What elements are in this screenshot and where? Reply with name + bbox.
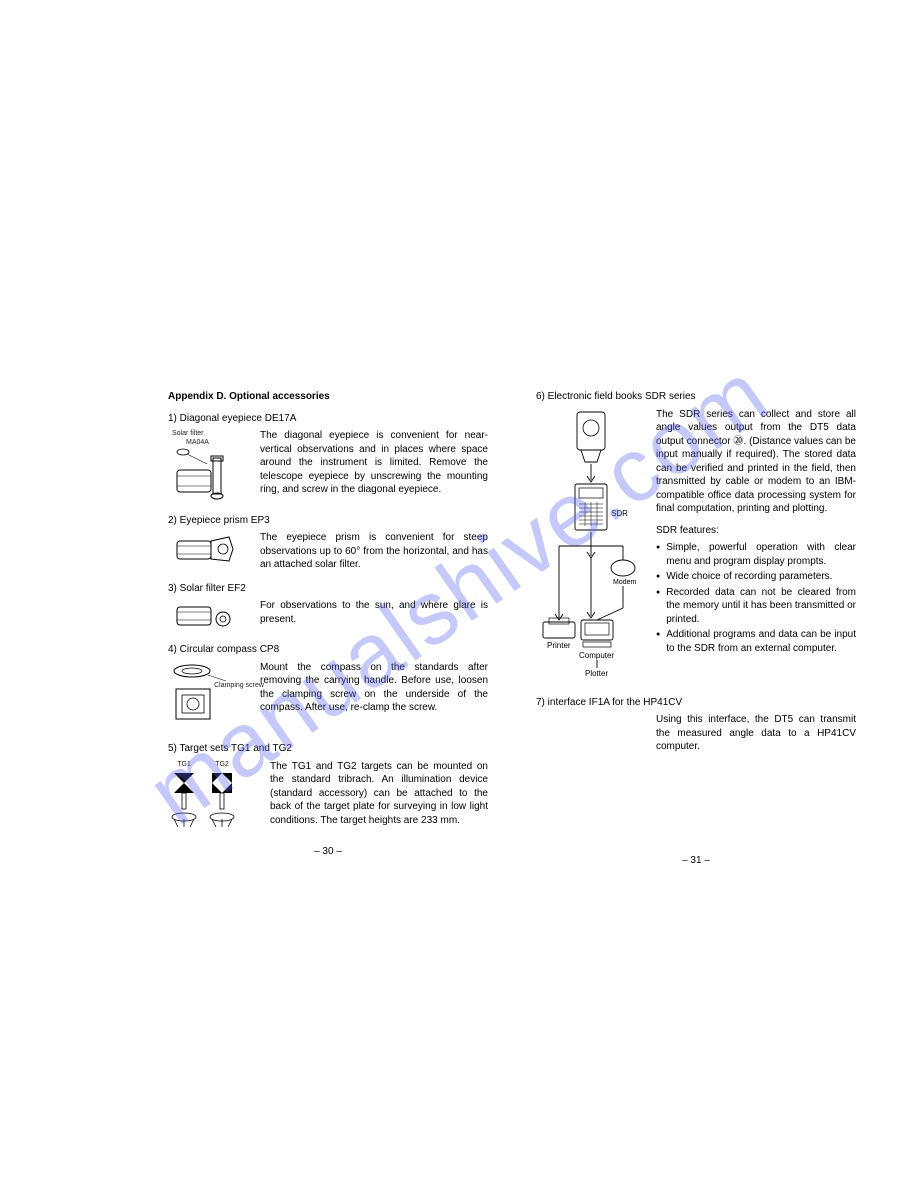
section-title-3: 3) Solar filter EF2 bbox=[168, 582, 488, 596]
section-target-sets: 5) Target sets TG1 and TG2 TG1 bbox=[168, 742, 488, 831]
illustration-solar-filter bbox=[168, 599, 250, 633]
clamping-screw-label: Clamping screw bbox=[214, 681, 264, 690]
section-diagonal-eyepiece: 1) Diagonal eyepiece DE17A Solar filter … bbox=[168, 412, 488, 504]
sdr-feature-item: Recorded data can not be cleared from th… bbox=[656, 586, 856, 627]
ma04a-label: MA04A bbox=[186, 439, 209, 446]
section-title-7: 7) interface IF1A for the HP41CV bbox=[536, 696, 856, 710]
text-interface: Using this interface, the DT5 can transm… bbox=[656, 713, 856, 754]
illustration-circular-compass: Clamping screw bbox=[168, 661, 250, 732]
section-sdr: 6) Electronic field books SDR series bbox=[536, 390, 856, 678]
computer-label: Computer bbox=[579, 651, 614, 660]
plotter-label: Plotter bbox=[585, 669, 608, 678]
text-target-sets: The TG1 and TG2 targets can be mounted o… bbox=[270, 760, 488, 828]
section-title-1: 1) Diagonal eyepiece DE17A bbox=[168, 412, 488, 426]
section-title-2: 2) Eyepiece prism EP3 bbox=[168, 514, 488, 528]
sdr-features-list: Simple, powerful operation with clear me… bbox=[656, 541, 856, 655]
text-circular-compass: Mount the compass on the standards after… bbox=[260, 661, 488, 715]
text-eyepiece-prism: The eyepiece prism is convenient for ste… bbox=[260, 531, 488, 572]
text-sdr-intro: The SDR series can collect and store all… bbox=[656, 408, 856, 516]
modem-label: Modem bbox=[613, 579, 637, 586]
text-solar-filter: For observations to the sun, and where g… bbox=[260, 599, 488, 626]
section-title-4: 4) Circular compass CP8 bbox=[168, 643, 488, 657]
sdr-feature-item: Wide choice of recording parameters. bbox=[656, 570, 856, 584]
illustration-sdr-diagram: SDR Modem bbox=[536, 408, 646, 678]
illustration-diagonal-eyepiece: Solar filter MA04A bbox=[168, 429, 250, 504]
solar-filter-label: Solar filter bbox=[172, 430, 204, 437]
page-spread: Appendix D. Optional accessories 1) Diag… bbox=[168, 390, 888, 867]
sdr-feature-item: Simple, powerful operation with clear me… bbox=[656, 541, 856, 568]
section-circular-compass: 4) Circular compass CP8 Clamping screw M… bbox=[168, 643, 488, 732]
section-interface-if1a: 7) interface IF1A for the HP41CV Using t… bbox=[536, 696, 856, 754]
tg2-label: TG2 bbox=[215, 760, 229, 769]
sdr-features-heading: SDR features: bbox=[656, 524, 856, 538]
illustration-eyepiece-prism bbox=[168, 531, 250, 569]
section-title-5: 5) Target sets TG1 and TG2 bbox=[168, 742, 488, 756]
page-number-left: – 30 – bbox=[168, 845, 488, 859]
text-diagonal-eyepiece: The diagonal eyepiece is convenient for … bbox=[260, 429, 488, 497]
appendix-heading: Appendix D. Optional accessories bbox=[168, 390, 488, 404]
section-solar-filter: 3) Solar filter EF2 For observations to … bbox=[168, 582, 488, 634]
section-title-6: 6) Electronic field books SDR series bbox=[536, 390, 856, 404]
tg1-label: TG1 bbox=[177, 760, 191, 769]
sdr-device-label: SDR bbox=[611, 509, 628, 518]
illustration-target-sets: TG1 TG2 bbox=[168, 760, 260, 831]
printer-label: Printer bbox=[547, 641, 571, 650]
page-left: Appendix D. Optional accessories 1) Diag… bbox=[168, 390, 488, 867]
page-number-right: – 31 – bbox=[536, 854, 856, 868]
sdr-feature-item: Additional programs and data can be inpu… bbox=[656, 628, 856, 655]
section-eyepiece-prism: 2) Eyepiece prism EP3 The eyepiece prism… bbox=[168, 514, 488, 572]
page-right: 6) Electronic field books SDR series bbox=[536, 390, 856, 867]
